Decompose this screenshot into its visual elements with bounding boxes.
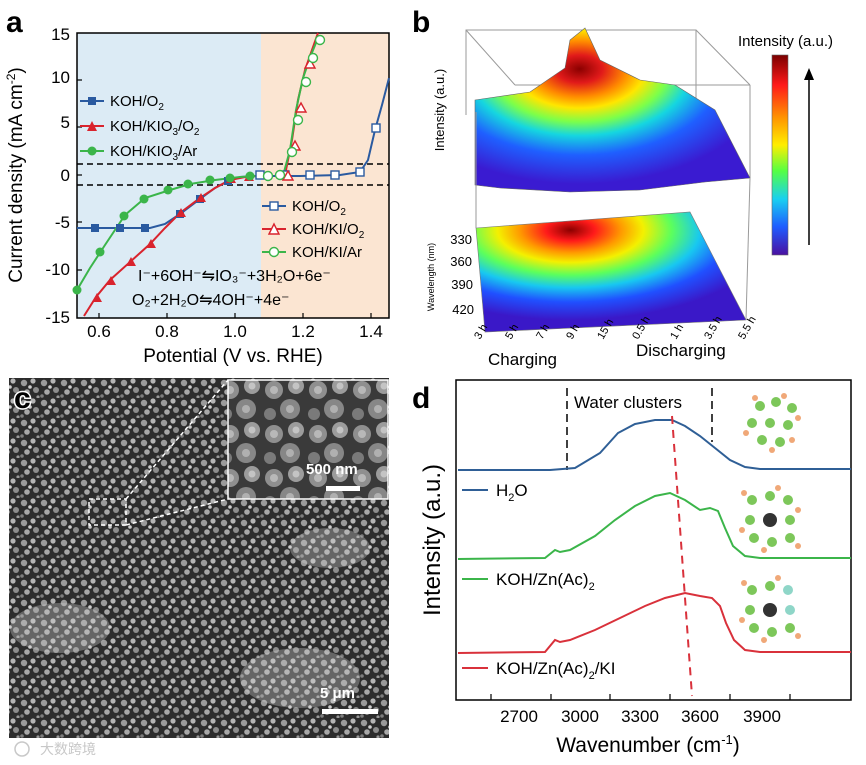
panel-a-letter: a xyxy=(6,6,23,39)
xtick-label: 3900 xyxy=(743,707,781,726)
panel-c-main-scalebar xyxy=(322,709,378,714)
panel-b-colorbar xyxy=(771,54,789,256)
panel-d-frame xyxy=(455,379,852,701)
markers-koh-kio3-ar xyxy=(72,171,255,295)
markers-koh-ki-ar xyxy=(262,34,326,182)
watermark-icon xyxy=(14,741,30,757)
zn-cluster-icon xyxy=(739,485,801,553)
panel-b-wavelength-label: Wavelength (nm) xyxy=(426,243,436,311)
panel-d-legend-koh-zn: KOH/Zn(Ac)2 xyxy=(462,570,595,593)
panel-b-heatmap xyxy=(475,211,747,333)
ytick-label: 0 xyxy=(61,166,70,185)
wavelength-tick: 420 xyxy=(452,302,474,317)
panel-d-annotation: Water clusters xyxy=(574,393,682,412)
legend-label: KOH/O2 xyxy=(110,93,164,113)
xtick-label: 3600 xyxy=(681,707,719,726)
panel-c-inset-scalebar xyxy=(326,486,360,491)
panel-c-watermark: 大数跨境 xyxy=(40,741,96,757)
legend-label: KOH/Zn(Ac)2/KI xyxy=(496,659,615,682)
panel-b-colorbar-title: Intensity (a.u.) xyxy=(738,33,833,50)
panel-c-inset-scale: 500 nm xyxy=(306,461,358,478)
panel-c-main-scale: 5 μm xyxy=(320,685,355,702)
panel-d: d Water clusters H2O KOH/Zn(Ac)2 KOH/Zn(… xyxy=(412,379,852,757)
spectrum-koh-zn-ki xyxy=(457,591,851,654)
ytick-label: 15 xyxy=(51,25,70,44)
wavelength-tick: 390 xyxy=(451,277,473,292)
legend-label: KOH/KIO3/Ar xyxy=(110,143,197,163)
legend-label: KOH/KI/O2 xyxy=(292,221,365,241)
xtick-label: 1.0 xyxy=(223,322,247,341)
legend-label: H2O xyxy=(496,481,528,504)
panel-b-discharging-label: Discharging xyxy=(636,341,726,360)
ytick-label: -10 xyxy=(45,260,70,279)
panel-b-surface-top xyxy=(474,27,751,193)
xtick-label: 3000 xyxy=(561,707,599,726)
panel-d-letter: d xyxy=(412,382,430,415)
panel-c: c 500 nm 5 μm 大数跨境 xyxy=(9,378,389,757)
panel-a-legend-left: KOH/O2 KOH/KIO3/O2 KOH/KIO3/Ar xyxy=(80,93,200,163)
ytick-label: 10 xyxy=(51,68,70,87)
panel-c-texture xyxy=(10,528,370,708)
panel-d-xticks: 2700 3000 3300 3600 3900 xyxy=(500,707,781,726)
ytick-label: -5 xyxy=(55,213,70,232)
ytick-label: -15 xyxy=(45,308,70,327)
legend-label: KOH/O2 xyxy=(292,198,346,218)
panel-a-equation-1: I⁻+6OH⁻⇋IO₃⁻+3H₂O+6e⁻ xyxy=(138,268,331,285)
xtick-label: 0.6 xyxy=(87,322,111,341)
panel-a-xticks: 0.6 0.8 1.0 1.2 1.4 xyxy=(87,322,383,341)
xtick-label: 2700 xyxy=(500,707,538,726)
panel-a-equation-2: O₂+2H₂O⇋4OH⁻+4e⁻ xyxy=(132,292,289,309)
panel-a-legend-right: KOH/O2 KOH/KI/O2 KOH/KI/Ar xyxy=(262,198,365,261)
panel-a-yticks: 15 10 5 0 -5 -10 -15 xyxy=(45,25,70,327)
panel-a-ylabel: Current density (mA cm-2) xyxy=(4,67,27,283)
ytick-label: 5 xyxy=(61,113,70,132)
panel-a: a 15 10 5 0 -5 -10 -15 0.6 0.8 1.0 1.2 1… xyxy=(4,6,390,367)
panel-d-legend-h2o: H2O xyxy=(462,481,528,504)
spectrum-koh-zn xyxy=(457,491,851,560)
time-tick: 1 h xyxy=(668,322,686,341)
xtick-label: 1.4 xyxy=(359,322,383,341)
wavelength-tick: 360 xyxy=(450,254,472,269)
panel-b-wavelength-ticks: 330 360 390 420 xyxy=(450,232,474,317)
legend-label: KOH/KI/Ar xyxy=(292,244,362,261)
panel-c-zoom-box xyxy=(88,498,127,526)
xtick-label: 1.2 xyxy=(291,322,315,341)
water-cluster-icon xyxy=(743,393,801,453)
panel-d-ylabel: Intensity (a.u.) xyxy=(419,464,446,616)
peak-shift-line xyxy=(671,415,693,697)
panel-b-letter: b xyxy=(412,6,430,39)
panel-d-legend-koh-zn-ki: KOH/Zn(Ac)2/KI xyxy=(462,659,615,682)
panel-a-xlabel: Potential (V vs. RHE) xyxy=(143,346,323,367)
panel-c-inset xyxy=(227,379,389,500)
xtick-label: 3300 xyxy=(621,707,659,726)
panel-d-xlabel: Wavenumber (cm-1) xyxy=(556,732,740,757)
panel-c-letter: c xyxy=(14,382,31,415)
panel-b: b Intensity (a.u.) Wavelength (nm) 330 3… xyxy=(412,6,833,369)
panel-b-ylabel: Intensity (a.u.) xyxy=(432,69,447,151)
legend-label: KOH/Zn(Ac)2 xyxy=(496,570,595,593)
legend-label: KOH/KIO3/O2 xyxy=(110,118,200,138)
xtick-label: 0.8 xyxy=(155,322,179,341)
wavelength-tick: 330 xyxy=(450,232,472,247)
zn-ki-cluster-icon xyxy=(739,575,801,643)
panel-b-charging-label: Charging xyxy=(488,350,557,369)
